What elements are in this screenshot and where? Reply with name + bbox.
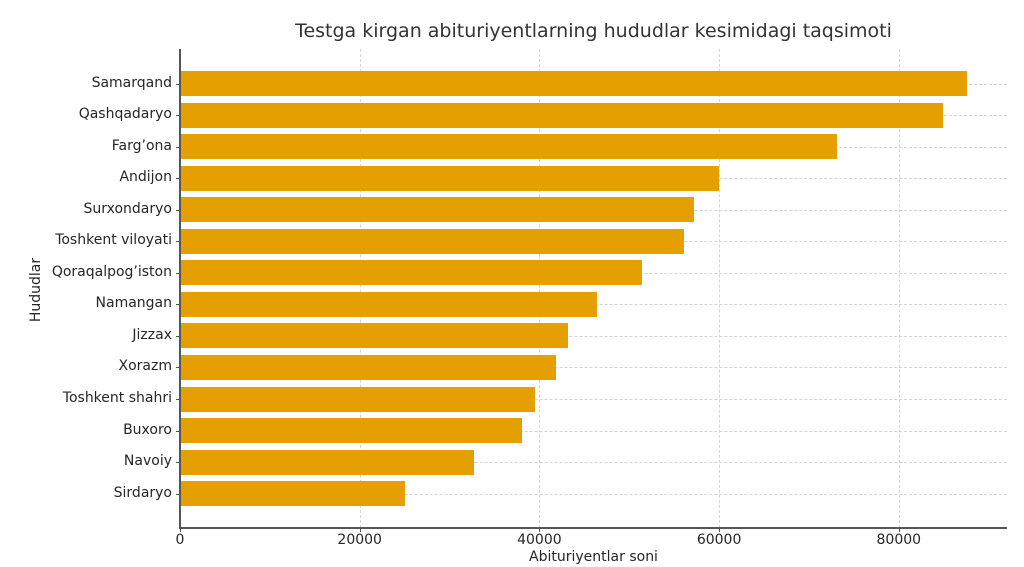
x-tick-mark	[719, 528, 721, 532]
plot-area	[180, 49, 1007, 528]
y-tick-label: Buxoro	[123, 421, 172, 438]
y-tick-label: Toshkent shahri	[62, 390, 172, 406]
y-tick-mark	[176, 367, 180, 369]
y-tick-label: Jizzax	[132, 326, 172, 343]
y-tick-label: Qashqadaryo	[78, 106, 172, 123]
y-tick-mark	[176, 399, 180, 400]
x-axis-label: Abituriyentlar soni	[529, 549, 658, 565]
bar	[180, 71, 968, 96]
x-tick-label: 80000	[876, 532, 922, 548]
x-tick-label: 0	[175, 532, 185, 548]
y-tick-mark	[176, 209, 180, 211]
y-tick-label: Surxondaryo	[83, 200, 172, 217]
x-gridline	[539, 49, 541, 528]
y-axis-label: Hududlar	[28, 257, 44, 323]
x-axis-line	[179, 527, 1007, 529]
y-gridline	[180, 430, 1007, 432]
bar	[180, 481, 405, 507]
x-tick-mark	[539, 528, 541, 532]
y-tick-mark	[176, 83, 180, 85]
y-gridline	[180, 462, 1007, 464]
y-tick-label: Qoraqalpog’iston	[51, 263, 172, 280]
y-tick-mark	[176, 430, 180, 432]
bar	[180, 228, 685, 254]
bar	[180, 197, 694, 223]
bar	[180, 102, 943, 128]
x-tick-label: 20000	[337, 532, 382, 548]
y-tick-mark	[176, 115, 180, 117]
y-tick-mark	[176, 178, 180, 180]
bar	[180, 449, 474, 475]
y-tick-mark	[176, 241, 180, 243]
y-tick-label: Sirdaryo	[113, 484, 172, 501]
y-gridline	[180, 335, 1007, 337]
x-tick-label: 40000	[517, 532, 562, 548]
x-tick-mark	[180, 528, 181, 532]
x-gridline	[898, 49, 900, 528]
y-gridline	[180, 399, 1007, 400]
y-axis-line	[179, 49, 181, 529]
bar	[180, 260, 642, 286]
y-tick-label: Namangan	[95, 295, 172, 312]
bar	[180, 354, 556, 380]
y-tick-mark	[176, 304, 180, 306]
y-gridline	[180, 367, 1007, 369]
chart-title: Testga kirgan abituriyentlarning hududla…	[295, 20, 892, 42]
bar	[180, 165, 720, 191]
bar	[180, 134, 837, 160]
y-tick-label: Toshkent viloyati	[55, 232, 172, 249]
x-gridline	[359, 49, 361, 528]
y-tick-mark	[176, 272, 180, 274]
y-tick-label: Samarqand	[91, 74, 172, 91]
x-gridline	[719, 49, 721, 528]
y-tick-label: Farg’ona	[111, 137, 172, 154]
y-gridline	[180, 493, 1007, 495]
y-tick-mark	[176, 462, 180, 464]
y-tick-mark	[176, 146, 180, 148]
x-tick-mark	[359, 528, 361, 532]
x-tick-label: 60000	[696, 532, 742, 548]
bar	[180, 323, 569, 349]
y-tick-mark	[176, 493, 180, 495]
y-tick-label: Xorazm	[118, 358, 172, 375]
x-tick-mark	[898, 528, 900, 532]
y-tick-label: Navoiy	[123, 453, 172, 470]
y-tick-label: Andijon	[119, 169, 172, 186]
bar	[180, 418, 523, 444]
bar	[180, 291, 597, 317]
bar	[180, 386, 535, 412]
y-tick-mark	[176, 335, 180, 337]
